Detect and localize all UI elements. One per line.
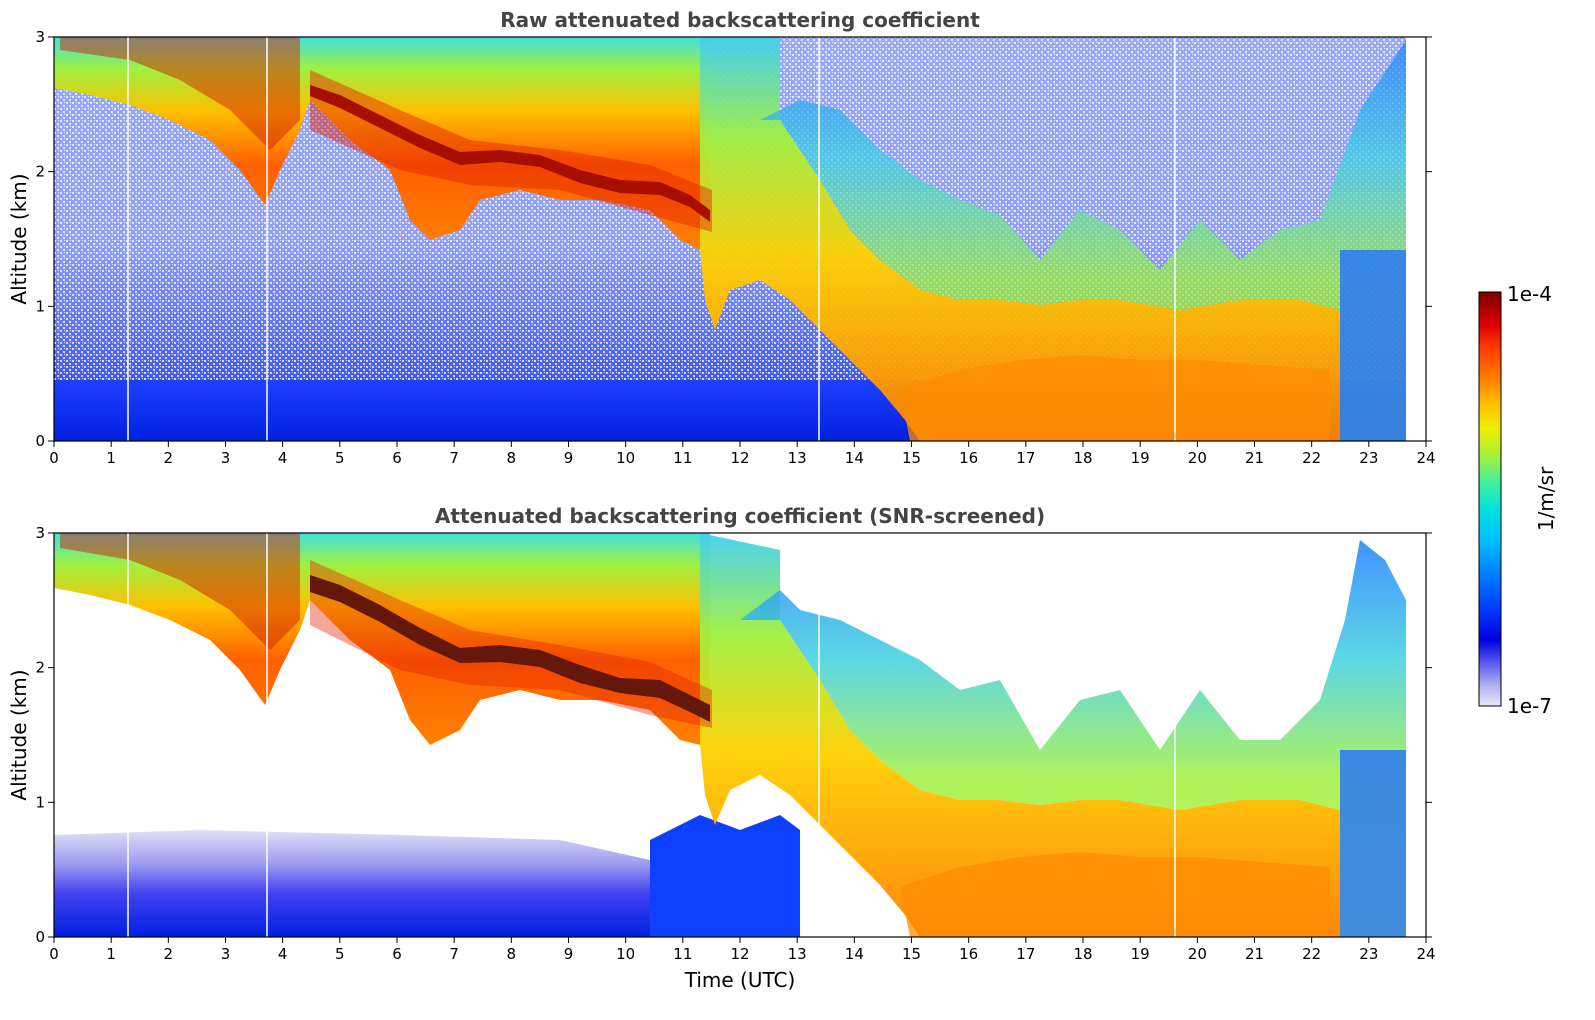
raw-x-tick-label: 15 — [902, 449, 921, 467]
screened-x-tick-label: 4 — [278, 945, 288, 963]
raw-x-tick-label: 21 — [1245, 449, 1264, 467]
screened-x-tick-label: 15 — [902, 945, 921, 963]
raw-x-tick-label: 8 — [507, 449, 517, 467]
raw-x-tick-label: 1 — [106, 449, 116, 467]
raw-x-tick-label: 23 — [1359, 449, 1378, 467]
screened-y-label: Altitude (km) — [7, 669, 31, 800]
colorbar-unit-label: 1/m/sr — [1534, 466, 1558, 531]
colorbar-max-label: 1e-4 — [1507, 282, 1552, 306]
screened-x-tick-label: 20 — [1188, 945, 1207, 963]
screened-y-tick-label: 3 — [35, 524, 45, 542]
colorbar: 1e-4 1e-7 1/m/sr — [1478, 282, 1558, 718]
raw-x-tick-label: 11 — [673, 449, 692, 467]
raw-x-tick-label: 0 — [49, 449, 59, 467]
screened-x-tick-label: 13 — [788, 945, 807, 963]
raw-x-axis: 0 1 2 3 4 5 6 7 8 9 10 11 12 13 14 15 16 17 18 19 20 21 22 23 24 — [49, 441, 1436, 467]
screened-x-tick-label: 1 — [106, 945, 116, 963]
raw-x-tick-label: 3 — [221, 449, 231, 467]
screened-x-tick-label: 0 — [49, 945, 59, 963]
raw-x-tick-label: 10 — [616, 449, 635, 467]
raw-panel-title: Raw attenuated backscattering coefficien… — [500, 8, 980, 32]
screened-x-tick-label: 19 — [1131, 945, 1150, 963]
raw-heatmap — [54, 37, 1426, 441]
raw-x-tick-label: 19 — [1131, 449, 1150, 467]
raw-x-tick-label: 4 — [278, 449, 288, 467]
raw-backscatter-panel: Raw attenuated backscattering coefficien… — [7, 8, 1436, 467]
colorbar-scale — [1478, 291, 1502, 707]
screened-x-tick-label: 3 — [221, 945, 231, 963]
screened-x-tick-label: 10 — [616, 945, 635, 963]
screened-x-tick-label: 8 — [507, 945, 517, 963]
screened-x-tick-label: 16 — [959, 945, 978, 963]
screened-x-tick-label: 6 — [392, 945, 402, 963]
raw-x-tick-label: 22 — [1302, 449, 1321, 467]
raw-y-label: Altitude (km) — [7, 173, 31, 304]
screened-x-tick-label: 18 — [1073, 945, 1092, 963]
raw-x-tick-label: 16 — [959, 449, 978, 467]
raw-x-tick-label: 5 — [335, 449, 345, 467]
screened-x-tick-label: 14 — [845, 945, 864, 963]
screened-heatmap — [54, 533, 1426, 937]
colorbar-min-label: 1e-7 — [1507, 694, 1552, 718]
raw-x-tick-label: 9 — [564, 449, 574, 467]
raw-y-tick-label: 0 — [35, 432, 45, 450]
raw-x-tick-label: 17 — [1016, 449, 1035, 467]
screened-x-tick-label: 23 — [1359, 945, 1378, 963]
raw-x-tick-label: 12 — [730, 449, 749, 467]
screened-y-axis: 0 1 2 3 — [35, 524, 1432, 946]
raw-y-tick-label: 2 — [35, 163, 45, 181]
x-axis-label: Time (UTC) — [684, 968, 796, 992]
raw-y-tick-label: 3 — [35, 28, 45, 46]
screened-x-tick-label: 17 — [1016, 945, 1035, 963]
raw-x-tick-label: 24 — [1416, 449, 1435, 467]
screened-x-tick-label: 24 — [1416, 945, 1435, 963]
screened-y-tick-label: 1 — [35, 793, 45, 811]
screened-x-tick-label: 7 — [449, 945, 459, 963]
raw-x-tick-label: 6 — [392, 449, 402, 467]
screened-x-tick-label: 5 — [335, 945, 345, 963]
screened-panel-title: Attenuated backscattering coefficient (S… — [435, 504, 1045, 528]
screened-x-axis: 0 1 2 3 4 5 6 7 8 9 10 11 12 13 14 15 16 17 18 19 20 21 22 23 24 — [49, 937, 1436, 963]
raw-x-tick-label: 14 — [845, 449, 864, 467]
screened-x-tick-label: 9 — [564, 945, 574, 963]
screened-x-tick-label: 22 — [1302, 945, 1321, 963]
screened-y-tick-label: 0 — [35, 928, 45, 946]
screened-x-tick-label: 2 — [164, 945, 174, 963]
raw-y-axis: 0 1 2 3 — [35, 28, 1432, 450]
screened-backscatter-panel: Attenuated backscattering coefficient (S… — [7, 504, 1436, 992]
raw-x-tick-label: 7 — [449, 449, 459, 467]
raw-x-tick-label: 18 — [1073, 449, 1092, 467]
screened-x-tick-label: 12 — [730, 945, 749, 963]
raw-x-tick-label: 2 — [164, 449, 174, 467]
raw-x-tick-label: 13 — [788, 449, 807, 467]
screened-x-tick-label: 11 — [673, 945, 692, 963]
raw-y-tick-label: 1 — [35, 297, 45, 315]
screened-x-tick-label: 21 — [1245, 945, 1264, 963]
raw-x-tick-label: 20 — [1188, 449, 1207, 467]
screened-y-tick-label: 2 — [35, 659, 45, 677]
